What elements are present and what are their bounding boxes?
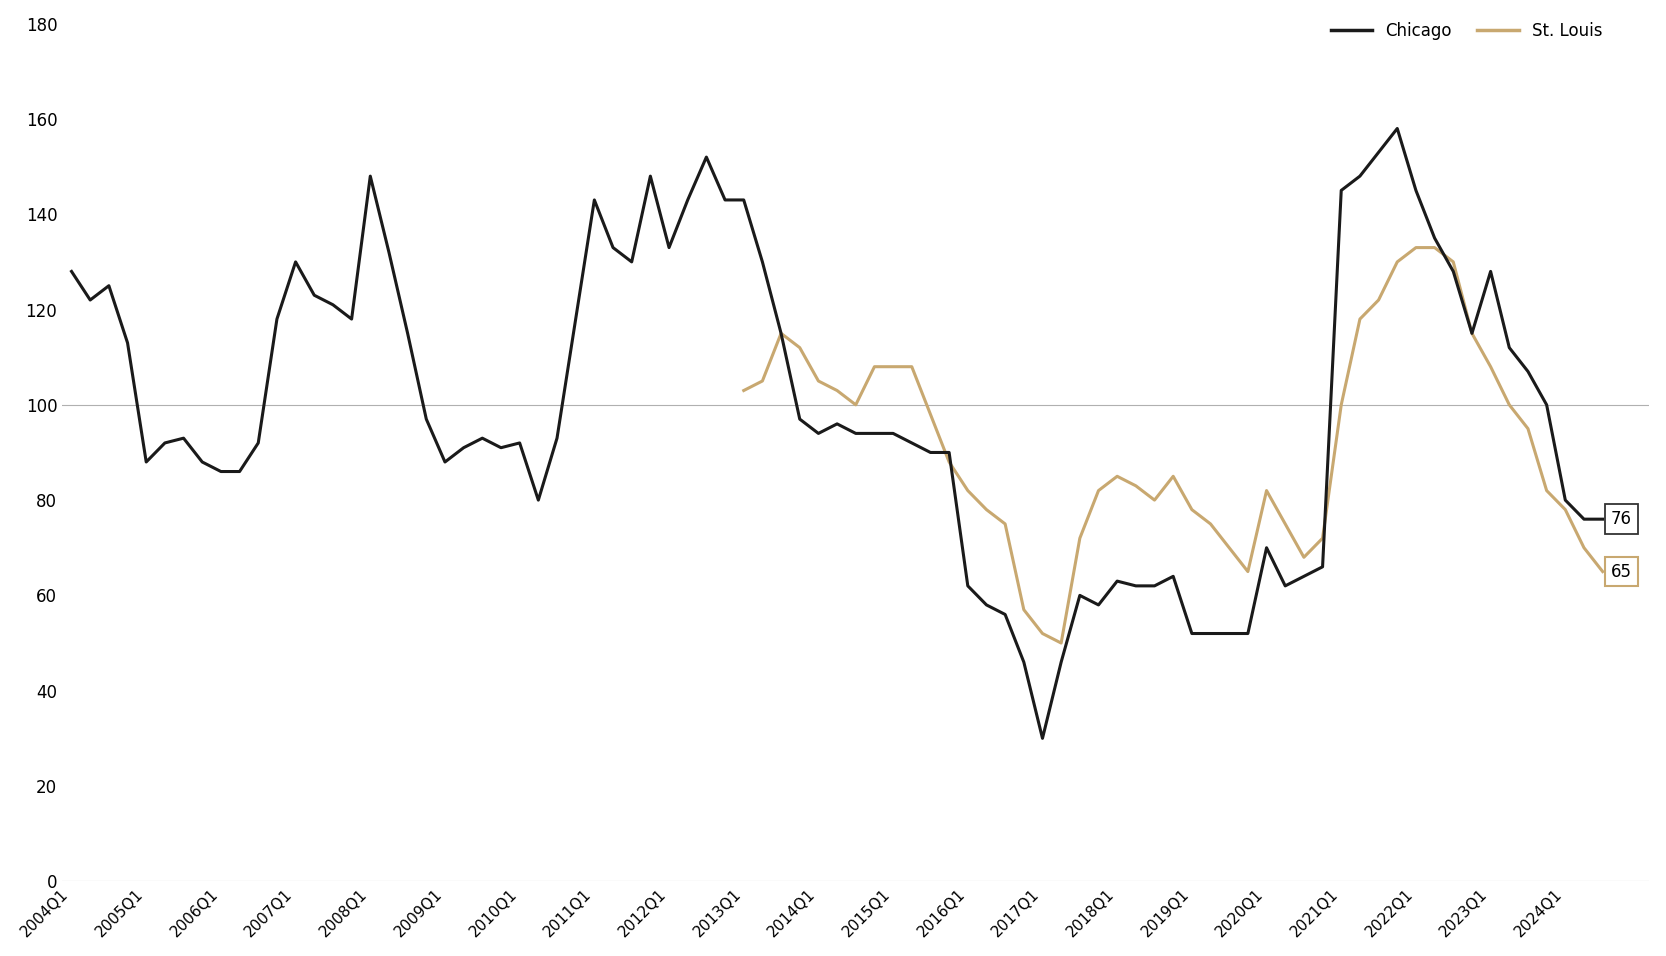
Text: 76: 76 xyxy=(1611,511,1631,528)
Text: 65: 65 xyxy=(1611,562,1631,580)
Legend: Chicago, St. Louis: Chicago, St. Louis xyxy=(1324,15,1609,46)
